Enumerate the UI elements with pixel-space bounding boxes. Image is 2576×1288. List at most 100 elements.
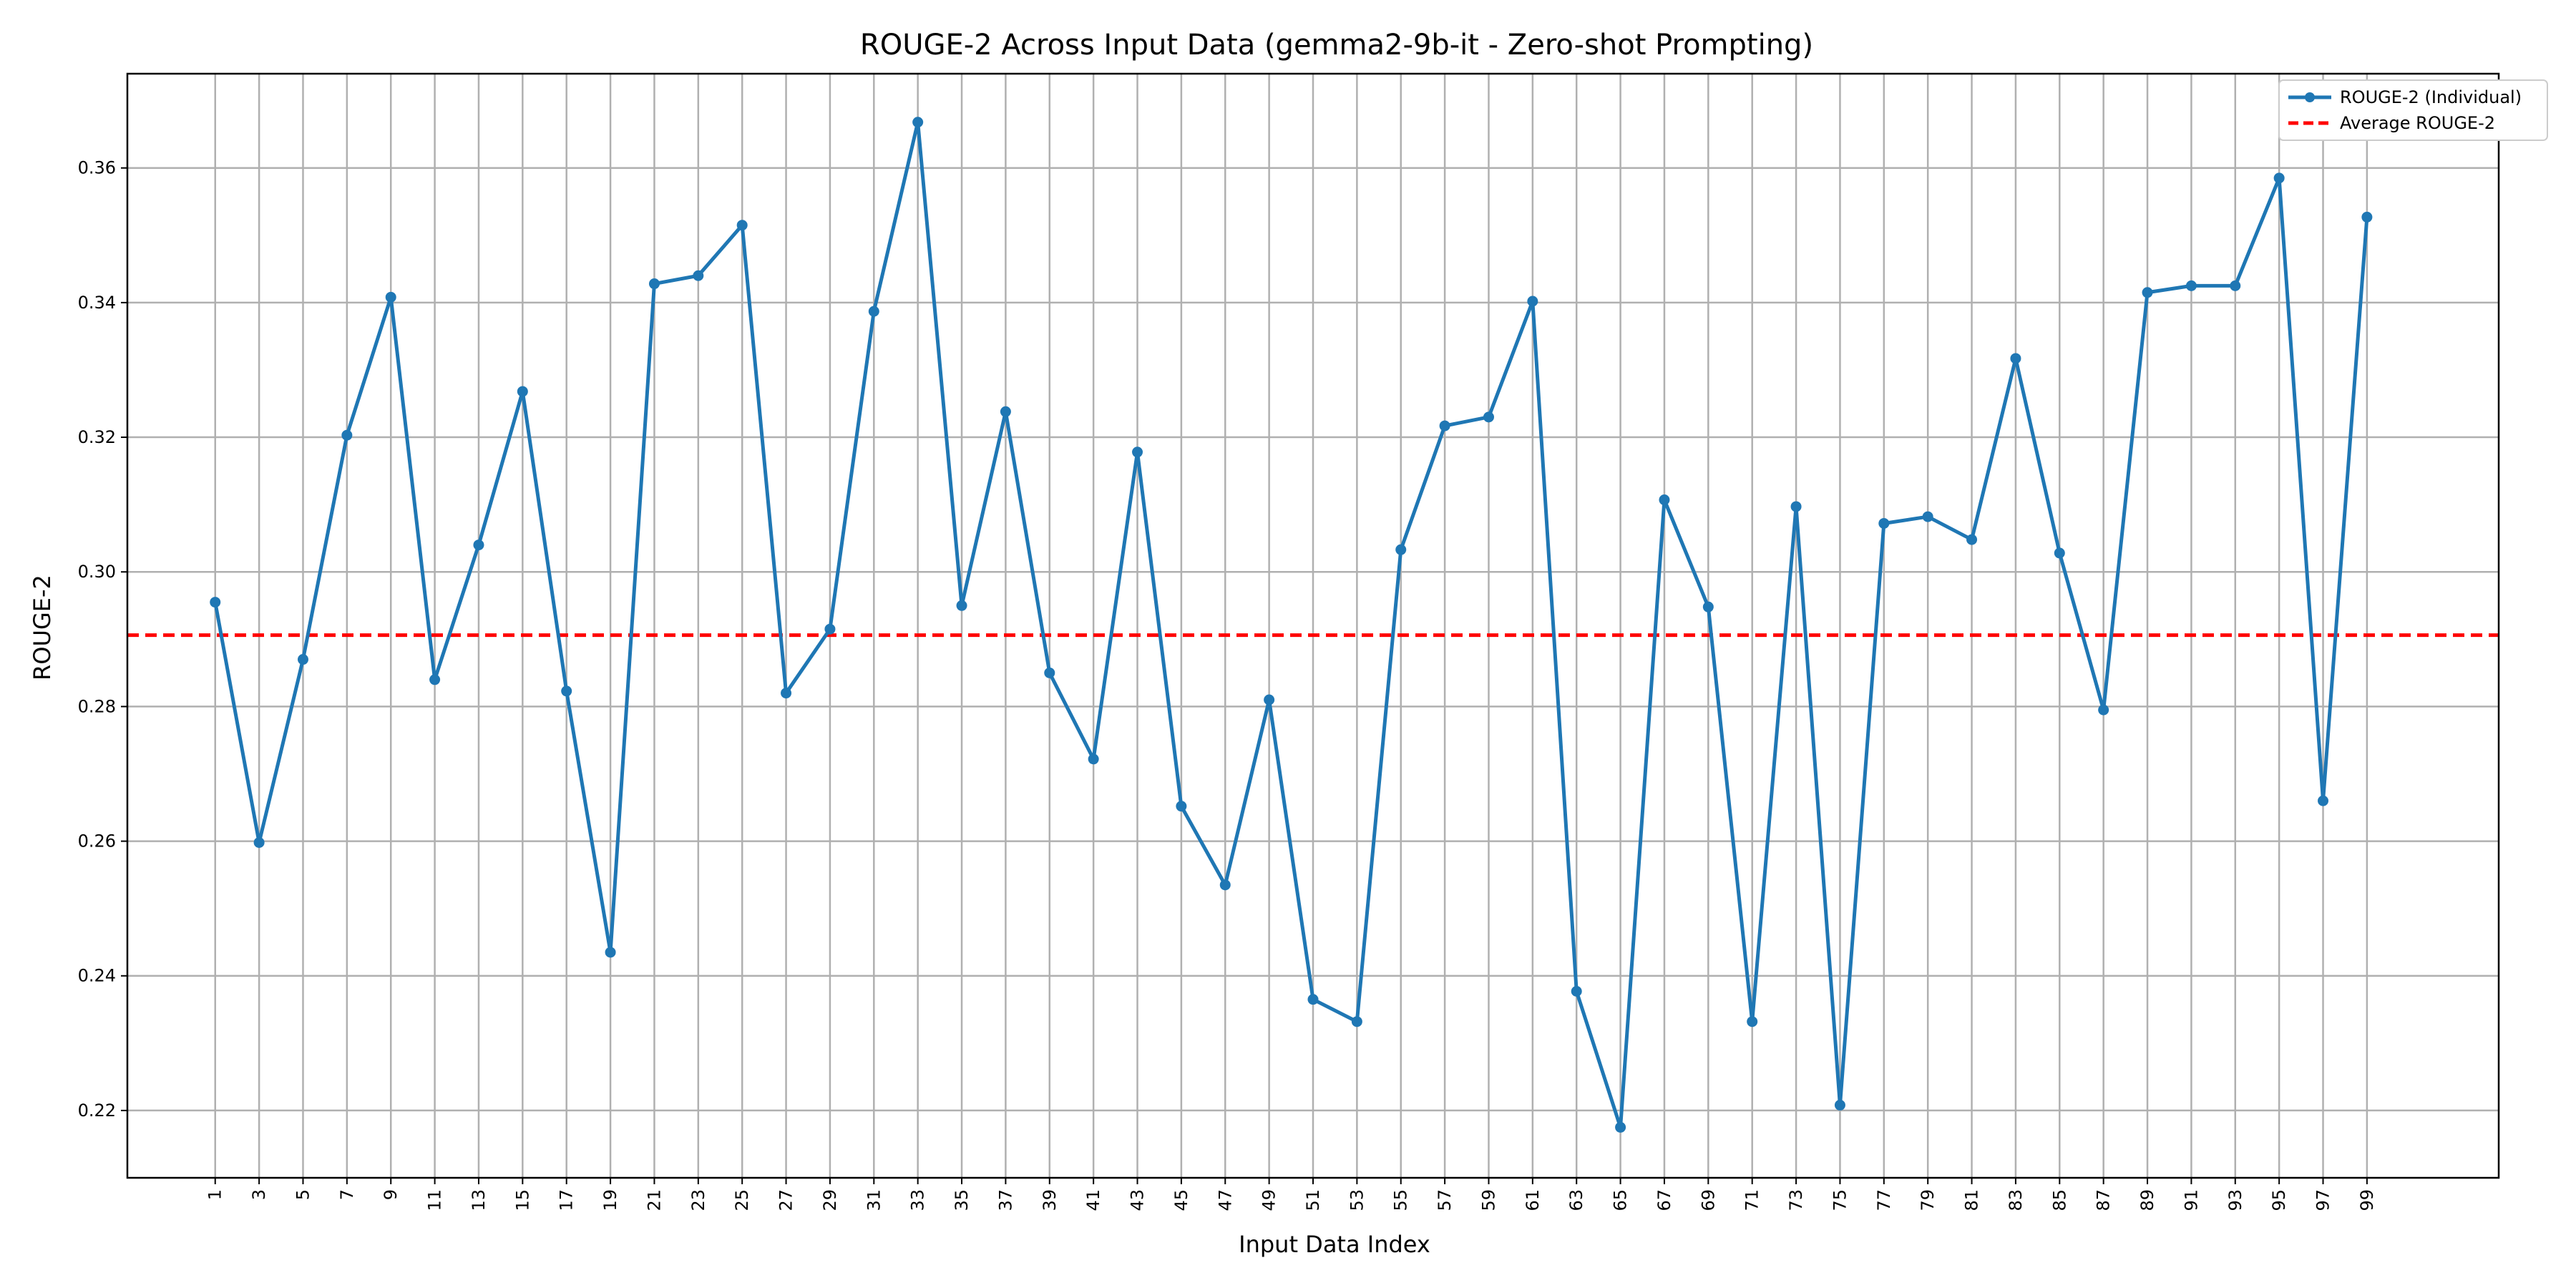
- data-point: [1790, 501, 1802, 512]
- data-point: [2273, 172, 2285, 184]
- legend-marker-individual: [2305, 92, 2315, 102]
- x-tick-label: 63: [1566, 1189, 1586, 1211]
- data-point: [1747, 1016, 1758, 1028]
- x-tick-label: 55: [1391, 1189, 1411, 1211]
- x-tick-label: 87: [2094, 1189, 2114, 1211]
- x-tick-label: 67: [1654, 1189, 1674, 1211]
- grid: [127, 74, 2499, 1178]
- series-layer: [210, 117, 2373, 1133]
- data-point: [693, 270, 704, 281]
- data-point: [1439, 420, 1450, 431]
- legend-box: [2278, 79, 2548, 141]
- x-tick-label: 1: [205, 1189, 225, 1200]
- x-tick-label: 15: [512, 1189, 532, 1211]
- data-point: [1834, 1099, 1845, 1111]
- series-line-individual: [213, 120, 2369, 1129]
- data-point: [2010, 353, 2021, 364]
- x-tick-label: 57: [1435, 1189, 1455, 1211]
- x-tick-label: 13: [469, 1189, 489, 1211]
- data-point: [561, 686, 572, 697]
- x-tick-label: 43: [1128, 1189, 1148, 1211]
- x-tick-label: 53: [1347, 1189, 1367, 1211]
- x-tick-label: 37: [995, 1189, 1015, 1211]
- y-tick-label: 0.26: [78, 831, 116, 852]
- y-tick-label: 0.30: [78, 562, 116, 582]
- x-tick-label: 77: [1874, 1189, 1894, 1211]
- y-axis-label: ROUGE-2: [29, 575, 56, 680]
- x-tick-label: 7: [337, 1189, 357, 1200]
- x-tick-label: 31: [864, 1189, 884, 1211]
- data-point: [1878, 517, 1890, 529]
- data-point: [1044, 667, 1055, 678]
- x-tick-label: 61: [1523, 1189, 1543, 1211]
- data-point: [605, 947, 616, 958]
- data-point: [2185, 280, 2197, 291]
- y-tick-label: 0.24: [78, 966, 116, 986]
- x-tick-label: 29: [820, 1189, 840, 1211]
- data-point: [1702, 601, 1714, 613]
- data-point: [648, 278, 660, 290]
- x-tick-label: 85: [2049, 1189, 2069, 1211]
- data-point: [297, 654, 308, 665]
- data-point: [2230, 280, 2241, 291]
- data-point: [1307, 994, 1319, 1005]
- data-point: [253, 836, 265, 848]
- x-tick-label: 33: [908, 1189, 928, 1211]
- data-point: [2098, 704, 2109, 716]
- chart-title: ROUGE-2 Across Input Data (gemma2-9b-it …: [860, 29, 1813, 62]
- x-tick-label: 89: [2137, 1189, 2157, 1211]
- legend: ROUGE-2 (Individual) Average ROUGE-2: [2278, 79, 2548, 141]
- x-tick-label: 23: [688, 1189, 708, 1211]
- data-point: [385, 291, 396, 303]
- data-point: [1922, 511, 1933, 522]
- x-tick-label: 65: [1611, 1189, 1631, 1211]
- x-tick-label: 35: [952, 1189, 972, 1211]
- x-tick-label: 9: [381, 1189, 401, 1200]
- data-point: [912, 117, 924, 128]
- data-point: [1351, 1016, 1362, 1028]
- data-point: [517, 386, 528, 397]
- x-tick-label: 27: [776, 1189, 796, 1211]
- x-tick-label: 81: [1962, 1189, 1982, 1211]
- x-tick-label: 51: [1303, 1189, 1323, 1211]
- legend-label-individual: ROUGE-2 (Individual): [2340, 87, 2522, 107]
- x-tick-label: 3: [249, 1189, 269, 1200]
- x-tick-label: 25: [732, 1189, 752, 1211]
- x-tick-label: 95: [2269, 1189, 2289, 1211]
- data-point: [2142, 287, 2153, 298]
- x-tick-label: 71: [1742, 1189, 1762, 1211]
- data-point: [1219, 879, 1231, 891]
- data-point: [1527, 296, 1538, 307]
- data-point: [956, 600, 967, 611]
- y-tick-labels: 0.22 0.24 0.26 0.28 0.30 0.32 0.34 0.36: [78, 158, 127, 1121]
- data-point: [1615, 1121, 1626, 1133]
- y-tick-label: 0.32: [78, 427, 116, 447]
- x-tick-label: 69: [1698, 1189, 1718, 1211]
- y-tick-label: 0.36: [78, 158, 116, 178]
- y-tick-label: 0.28: [78, 696, 116, 716]
- y-tick-label: 0.34: [78, 293, 116, 313]
- x-tick-label: 5: [293, 1189, 313, 1200]
- x-tick-label: 41: [1083, 1189, 1103, 1211]
- x-tick-label: 59: [1478, 1189, 1498, 1211]
- x-tick-label: 11: [425, 1189, 445, 1211]
- legend-label-average: Average ROUGE-2: [2340, 113, 2495, 133]
- x-tick-label: 19: [600, 1189, 620, 1211]
- x-tick-label: 83: [2006, 1189, 2026, 1211]
- x-tick-label: 79: [1918, 1189, 1938, 1211]
- data-point: [210, 597, 221, 608]
- data-point: [1571, 985, 1582, 997]
- x-tick-label: 45: [1171, 1189, 1191, 1211]
- data-point: [1483, 411, 1494, 423]
- data-point: [1088, 753, 1099, 765]
- x-tick-label: 93: [2225, 1189, 2245, 1211]
- data-point: [736, 220, 748, 231]
- data-point: [2054, 547, 2065, 559]
- x-tick-label: 49: [1259, 1189, 1279, 1211]
- data-point: [1659, 494, 1670, 506]
- x-tick-label: 47: [1215, 1189, 1235, 1211]
- x-tick-label: 97: [2313, 1189, 2333, 1211]
- data-point: [1176, 801, 1187, 812]
- x-tick-label: 73: [1786, 1189, 1806, 1211]
